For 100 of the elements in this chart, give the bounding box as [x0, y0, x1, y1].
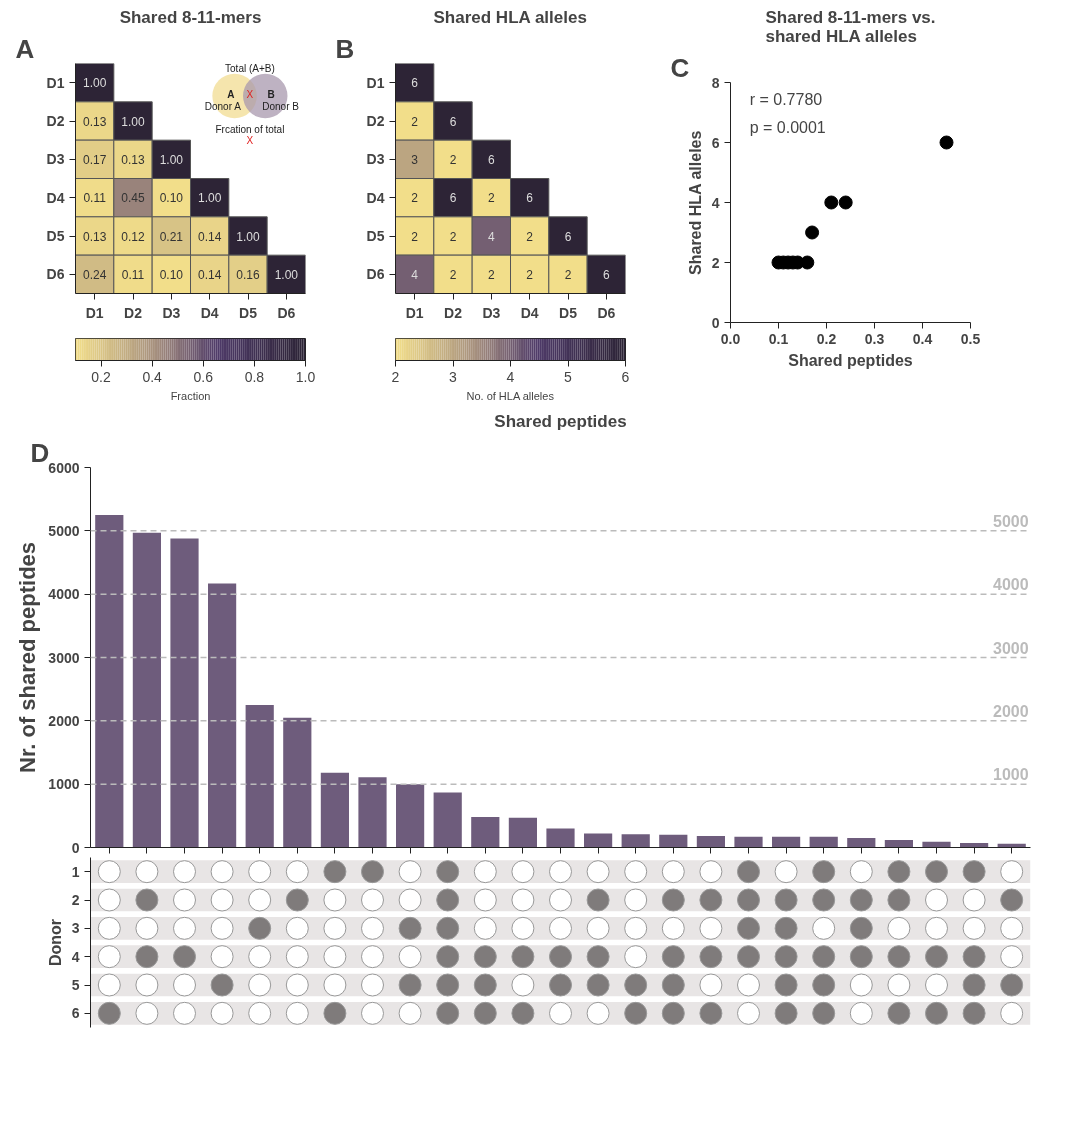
data-label: 0.13	[121, 152, 145, 167]
point	[624, 916, 648, 940]
bar	[884, 839, 913, 848]
point	[173, 973, 196, 997]
annotation: Donor B	[262, 100, 300, 112]
point	[97, 860, 121, 884]
y-tick-label: 6000	[48, 459, 80, 476]
data-label: 2	[488, 191, 495, 206]
bar	[508, 817, 537, 848]
data-label: 2	[449, 267, 457, 282]
annotation: X	[246, 88, 254, 100]
point	[473, 916, 497, 940]
data-label: 0.17	[82, 152, 107, 167]
y-tick-label: 5	[71, 977, 80, 993]
y-tick-label: 5000	[48, 522, 80, 539]
data-label: 1.00	[197, 191, 222, 206]
x-tick-label: D1	[85, 304, 104, 321]
data-label: 0.13	[82, 229, 107, 244]
point	[323, 888, 347, 912]
point	[887, 973, 911, 997]
point	[887, 1001, 911, 1025]
x-tick-label: 0.5	[960, 330, 981, 347]
data-label: 1.00	[236, 229, 260, 244]
y-tick-label: D4	[46, 189, 65, 206]
point	[849, 945, 873, 969]
bar	[809, 836, 838, 848]
point	[812, 1001, 836, 1025]
point	[473, 1001, 497, 1025]
point	[97, 888, 121, 912]
point	[1000, 860, 1024, 884]
point	[549, 916, 572, 940]
bar	[170, 538, 199, 848]
data-label: 0.21	[159, 229, 184, 244]
color-bar-label: 3	[449, 368, 458, 385]
point	[549, 945, 572, 969]
bar	[922, 841, 951, 848]
point	[925, 945, 948, 969]
x-tick-label: D5	[559, 304, 578, 321]
point	[805, 225, 820, 240]
color-bar-title: Fraction	[170, 389, 211, 402]
point	[962, 1001, 986, 1025]
y-tick-label: D4	[366, 189, 385, 206]
x-tick-label: 0.0	[720, 330, 741, 347]
y-tick-label: D3	[366, 151, 385, 168]
bar	[696, 836, 725, 848]
point	[925, 1001, 948, 1025]
x-tick-label: D1	[405, 304, 424, 321]
bar	[132, 532, 161, 848]
data-label: 6	[488, 152, 495, 167]
data-label: 2	[449, 152, 457, 167]
y-tick-label: 6	[711, 134, 720, 151]
point	[173, 916, 196, 940]
point	[962, 888, 986, 912]
data-label: 0.13	[82, 114, 107, 129]
y-tick-label: 1000	[48, 776, 80, 793]
point	[962, 945, 986, 969]
point	[97, 973, 121, 997]
data-label: 6	[449, 191, 457, 206]
annotation: Frcation of total	[215, 123, 285, 135]
data-label: 6	[411, 76, 419, 91]
x-tick-label: D4	[520, 304, 539, 321]
ref-line-label: 4000	[993, 576, 1029, 594]
ref-line-label: 5000	[993, 512, 1029, 530]
bar	[471, 817, 500, 848]
point	[361, 888, 384, 912]
point	[925, 916, 948, 940]
color-bar-label: 2	[391, 368, 400, 385]
point	[549, 860, 572, 884]
annotation: X	[246, 135, 254, 147]
x-tick-label: D4	[200, 304, 219, 321]
point	[511, 888, 535, 912]
y-tick-label: 0	[711, 314, 720, 331]
point	[812, 916, 836, 940]
text: C	[670, 52, 690, 83]
point	[586, 945, 610, 969]
y-tick-label: 8	[711, 74, 720, 91]
point	[248, 973, 272, 997]
point	[248, 860, 272, 884]
y-tick-label: 3000	[48, 649, 80, 666]
bar	[320, 772, 349, 848]
chart-title: Shared peptides	[494, 411, 627, 431]
chart-title: Shared 8-11-mers vs. shared HLA alleles	[765, 7, 936, 46]
point	[248, 888, 272, 912]
point	[285, 860, 309, 884]
data-label: 6	[526, 191, 534, 206]
color-bar-label: 4	[506, 368, 515, 385]
data-label: 0.10	[159, 267, 184, 282]
point	[511, 916, 535, 940]
y-tick-label: D3	[46, 151, 65, 168]
point	[737, 973, 760, 997]
y-tick-label: 2	[71, 892, 80, 908]
point	[624, 888, 648, 912]
point	[1000, 916, 1024, 940]
bar	[847, 838, 876, 848]
point	[586, 860, 610, 884]
text: B	[335, 33, 355, 64]
data-label: 2	[411, 229, 419, 244]
point	[699, 973, 723, 997]
y-axis-title: Nr. of shared peptides	[15, 541, 41, 774]
point	[737, 945, 760, 969]
